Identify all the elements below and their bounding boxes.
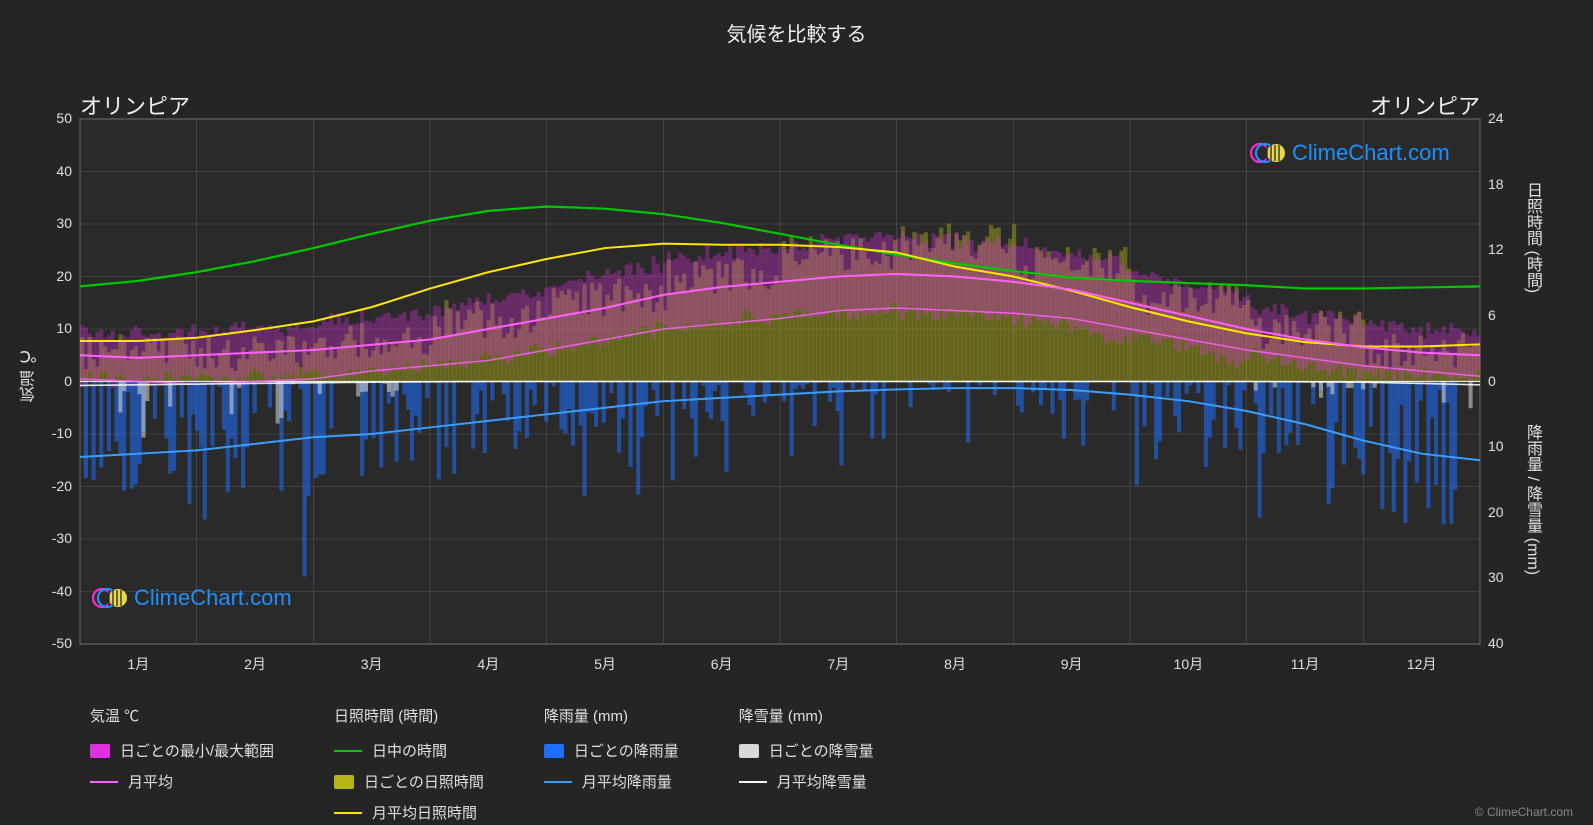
sun-avg-swatch [334, 812, 362, 814]
daylight-swatch [334, 750, 362, 752]
legend-temp: 気温 ℃ 日ごとの最小/最大範囲 月平均 [90, 705, 274, 825]
legend-sun: 日照時間 (時間) 日中の時間 日ごとの日照時間 月平均日照時間 [334, 705, 484, 825]
legend-rain-header: 降雨量 (mm) [544, 705, 679, 726]
legend: 気温 ℃ 日ごとの最小/最大範囲 月平均 日照時間 (時間) 日中の時間 日ごと… [0, 687, 1593, 825]
legend-snow: 降雪量 (mm) 日ごとの降雪量 月平均降雪量 [739, 705, 874, 825]
sun-daily-swatch [334, 775, 354, 789]
legend-temp-avg: 月平均 [128, 771, 173, 792]
legend-snow-header: 降雪量 (mm) [739, 705, 874, 726]
legend-rain-avg: 月平均降雨量 [582, 771, 672, 792]
axis-label-rain: 降雨量 / 降雪量 (mm) [1520, 424, 1544, 575]
chart-title: 気候を比較する [0, 0, 1593, 47]
rain-daily-swatch [544, 744, 564, 758]
legend-snow-daily: 日ごとの降雪量 [769, 740, 874, 761]
temp-minmax-swatch [90, 744, 110, 758]
axis-label-temp: 気温 ℃ [18, 347, 42, 402]
legend-rain-daily: 日ごとの降雨量 [574, 740, 679, 761]
chart-area: オリンピア オリンピア 気温 ℃ 日照時間 (時間) 降雨量 / 降雪量 (mm… [0, 47, 1593, 687]
credit: © ClimeChart.com [1475, 805, 1573, 819]
legend-temp-header: 気温 ℃ [90, 705, 274, 726]
rain-avg-swatch [544, 781, 572, 783]
temp-avg-swatch [90, 781, 118, 783]
legend-rain: 降雨量 (mm) 日ごとの降雨量 月平均降雨量 [544, 705, 679, 825]
legend-temp-minmax: 日ごとの最小/最大範囲 [120, 740, 274, 761]
legend-sun-header: 日照時間 (時間) [334, 705, 484, 726]
legend-sun-daily: 日ごとの日照時間 [364, 771, 484, 792]
snow-daily-swatch [739, 744, 759, 758]
axis-label-sunshine: 日照時間 (時間) [1520, 182, 1544, 293]
legend-snow-avg: 月平均降雪量 [777, 771, 867, 792]
snow-avg-swatch [739, 781, 767, 783]
legend-sun-avg: 月平均日照時間 [372, 802, 477, 823]
watermark-bottom: ClimeChart.com [92, 584, 292, 612]
watermark-top: ClimeChart.com [1250, 139, 1450, 167]
legend-daytime: 日中の時間 [372, 740, 447, 761]
